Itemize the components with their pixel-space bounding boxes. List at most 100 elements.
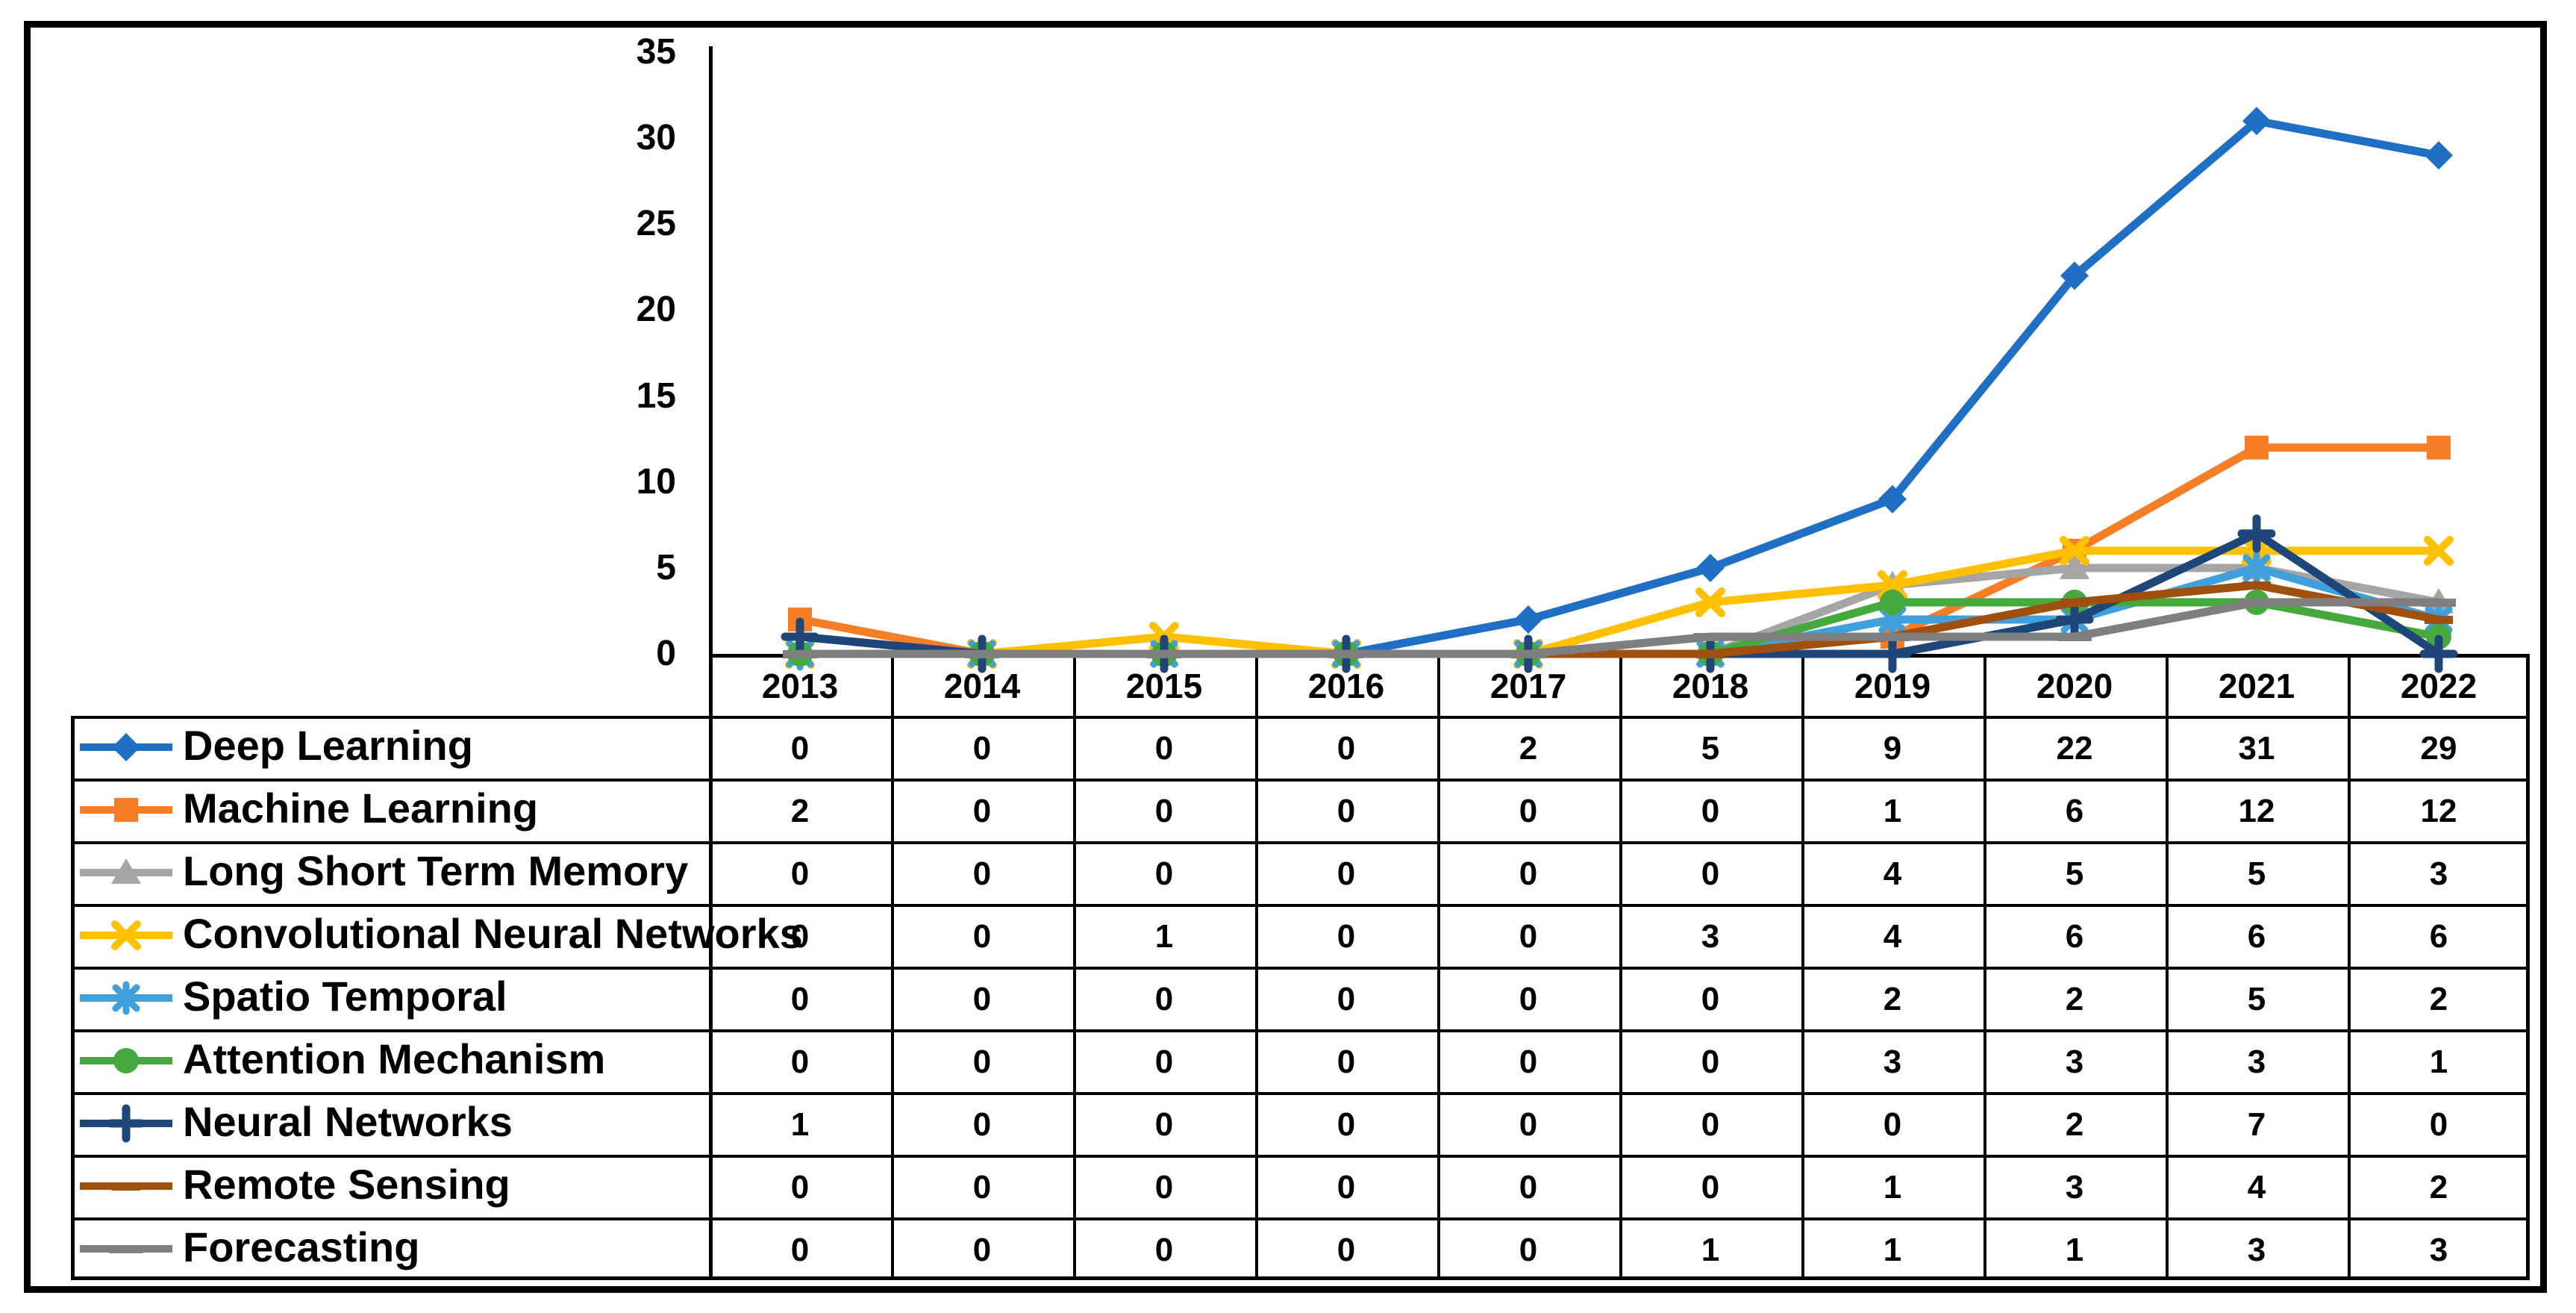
table-cell: 6 (2247, 918, 2266, 955)
table-cell: 0 (790, 855, 810, 892)
table-cell: 1 (1883, 793, 1902, 829)
table-header-cell: 2018 (1672, 667, 1749, 705)
table-cell: 4 (2247, 1169, 2266, 1206)
table-border-line (1255, 654, 1258, 1280)
table-cell: 0 (790, 981, 810, 1017)
table-header-cell: 2022 (2400, 667, 2477, 705)
table-cell: 0 (1337, 1044, 1356, 1080)
table-cell: 12 (2420, 793, 2457, 829)
table-cell: 0 (790, 730, 810, 767)
table-cell: 0 (1154, 1106, 1174, 1143)
legend-swatch-attention-mechanism (80, 1048, 172, 1073)
convolutional-neural-networks-marker-icon (111, 920, 141, 950)
table-border-line (71, 716, 75, 1280)
table-border-line (71, 1155, 2530, 1158)
table-cell: 3 (2247, 1044, 2266, 1080)
table-cell: 3 (2429, 855, 2448, 892)
legend-label-long-short-term-memory: Long Short Term Memory (183, 847, 689, 894)
table-cell: 3 (2065, 1044, 2084, 1080)
table-cell: 2 (1519, 730, 1538, 767)
table-cell: 5 (1701, 730, 1720, 767)
legend-label-spatio-temporal: Spatio Temporal (183, 973, 507, 1020)
legend-swatch-spatio-temporal (80, 981, 172, 1015)
table-border-line (71, 1029, 2530, 1032)
table-border-line (71, 1217, 2530, 1220)
table-cell: 0 (1337, 1106, 1356, 1143)
table-cell: 31 (2238, 730, 2275, 767)
table-cell: 29 (2420, 730, 2457, 767)
table-cell: 0 (1519, 1232, 1538, 1268)
table-cell: 0 (1519, 918, 1538, 955)
table-border-line (2526, 654, 2530, 1280)
table-cell: 0 (1337, 981, 1356, 1017)
table-cell: 3 (2429, 1232, 2448, 1268)
long-short-term-memory-marker-icon (111, 858, 141, 884)
table-border-line (1437, 654, 1440, 1280)
table-cell: 4 (1883, 918, 1902, 955)
table-border-line (2348, 654, 2351, 1280)
table-cell: 3 (1883, 1044, 1902, 1080)
table-cell: 0 (1519, 855, 1538, 892)
table-border-line (71, 1092, 2530, 1095)
y-axis-tick-label: 30 (636, 118, 676, 158)
table-cell: 1 (1154, 918, 1174, 955)
y-axis-tick-label: 20 (636, 290, 676, 330)
table-border-line (71, 967, 2530, 970)
table-cell: 2 (1883, 981, 1902, 1017)
figure-border (24, 21, 2547, 1293)
table-cell: 0 (1883, 1106, 1902, 1143)
legend-label-neural-networks: Neural Networks (183, 1098, 513, 1145)
table-border-line (891, 654, 894, 1280)
legend-label-machine-learning: Machine Learning (183, 785, 539, 832)
table-cell: 0 (1337, 855, 1356, 892)
machine-learning-marker-icon (114, 798, 138, 822)
spatio-temporal-marker-icon (112, 981, 140, 1015)
table-cell: 0 (1519, 793, 1538, 829)
table-border-line (71, 904, 2530, 907)
attention-mechanism-marker-icon (113, 1048, 139, 1073)
table-cell: 0 (972, 855, 992, 892)
table-cell: 6 (2429, 918, 2448, 955)
y-axis-tick-label: 10 (636, 461, 676, 502)
table-cell: 0 (1701, 981, 1720, 1017)
table-border-line (71, 716, 2530, 719)
table-cell: 0 (972, 793, 992, 829)
legend-label-forecasting: Forecasting (183, 1223, 420, 1270)
table-cell: 12 (2238, 793, 2275, 829)
table-cell: 5 (2247, 981, 2266, 1017)
forecasting-marker-icon (109, 1245, 143, 1253)
table-border-line (1619, 654, 1622, 1280)
table-cell: 0 (1701, 1106, 1720, 1143)
table-cell: 0 (1154, 1232, 1174, 1268)
table-cell: 7 (2247, 1106, 2266, 1143)
table-border-line (1801, 654, 1804, 1280)
legend-swatch-remote-sensing (80, 1182, 172, 1191)
table-cell: 0 (790, 1044, 810, 1080)
table-cell: 0 (1337, 730, 1356, 767)
table-cell: 0 (1519, 981, 1538, 1017)
table-cell: 9 (1883, 730, 1902, 767)
table-cell: 5 (2247, 855, 2266, 892)
table-cell: 0 (972, 730, 992, 767)
table-cell: 0 (1154, 730, 1174, 767)
table-cell: 0 (972, 1044, 992, 1080)
table-cell: 0 (1154, 793, 1174, 829)
table-header-cell: 2019 (1854, 667, 1931, 705)
table-cell: 0 (1701, 1169, 1720, 1206)
y-axis-tick-label: 25 (636, 204, 676, 244)
table-cell: 0 (1154, 855, 1174, 892)
legend-swatch-forecasting (80, 1245, 172, 1253)
table-cell: 2 (2065, 1106, 2084, 1143)
table-cell: 0 (1337, 1169, 1356, 1206)
table-border-line (709, 654, 713, 1280)
neural-networks-marker-icon (107, 1104, 146, 1143)
legend-label-deep-learning: Deep Learning (183, 722, 473, 769)
table-cell: 1 (790, 1106, 810, 1143)
y-axis-line (709, 46, 713, 654)
table-cell: 0 (1154, 981, 1174, 1017)
table-cell: 4 (1883, 855, 1902, 892)
table-border-line (1073, 654, 1076, 1280)
table-cell: 0 (1701, 793, 1720, 829)
table-cell: 0 (1337, 1232, 1356, 1268)
legend-swatch-deep-learning (80, 733, 172, 761)
